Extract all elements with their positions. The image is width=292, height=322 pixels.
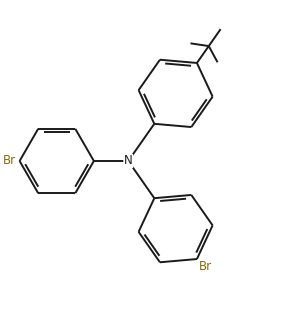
Text: Br: Br	[3, 155, 16, 167]
Text: Br: Br	[199, 260, 212, 273]
Text: N: N	[124, 155, 133, 167]
